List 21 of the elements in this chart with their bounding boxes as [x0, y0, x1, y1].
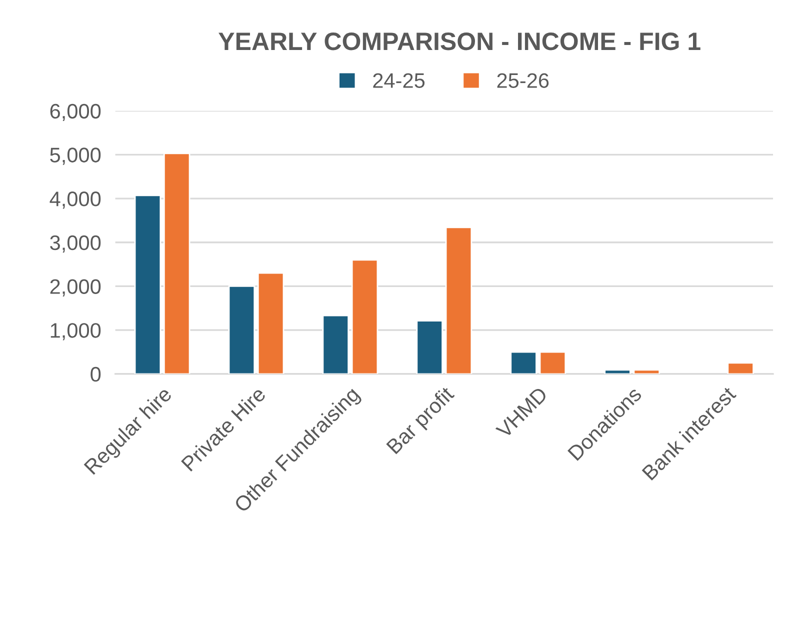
bar: [322, 314, 350, 374]
legend-label: 24-25: [373, 73, 425, 88]
bar: [257, 272, 284, 374]
bar: [727, 362, 754, 374]
chart-title: YEARLY COMPARISON - INCOME - FIG 1: [218, 32, 700, 50]
y-tick-label: 3,000: [50, 235, 101, 253]
bar: [351, 259, 378, 374]
y-tick-label: 6,000: [50, 104, 101, 122]
bar: [445, 226, 472, 374]
y-tick-label: 1,000: [50, 323, 101, 340]
bar: [228, 286, 256, 374]
y-tick-label: 5,000: [50, 148, 101, 165]
bar: [416, 320, 443, 374]
bar: [539, 351, 566, 374]
y-tick-label: 0: [90, 366, 101, 382]
bar: [510, 351, 537, 374]
y-tick-label: 2,000: [50, 279, 101, 296]
bar: [134, 194, 162, 374]
legend-label: 25-26: [497, 73, 549, 88]
y-tick-label: 4,000: [50, 192, 101, 209]
bar: [163, 152, 190, 374]
